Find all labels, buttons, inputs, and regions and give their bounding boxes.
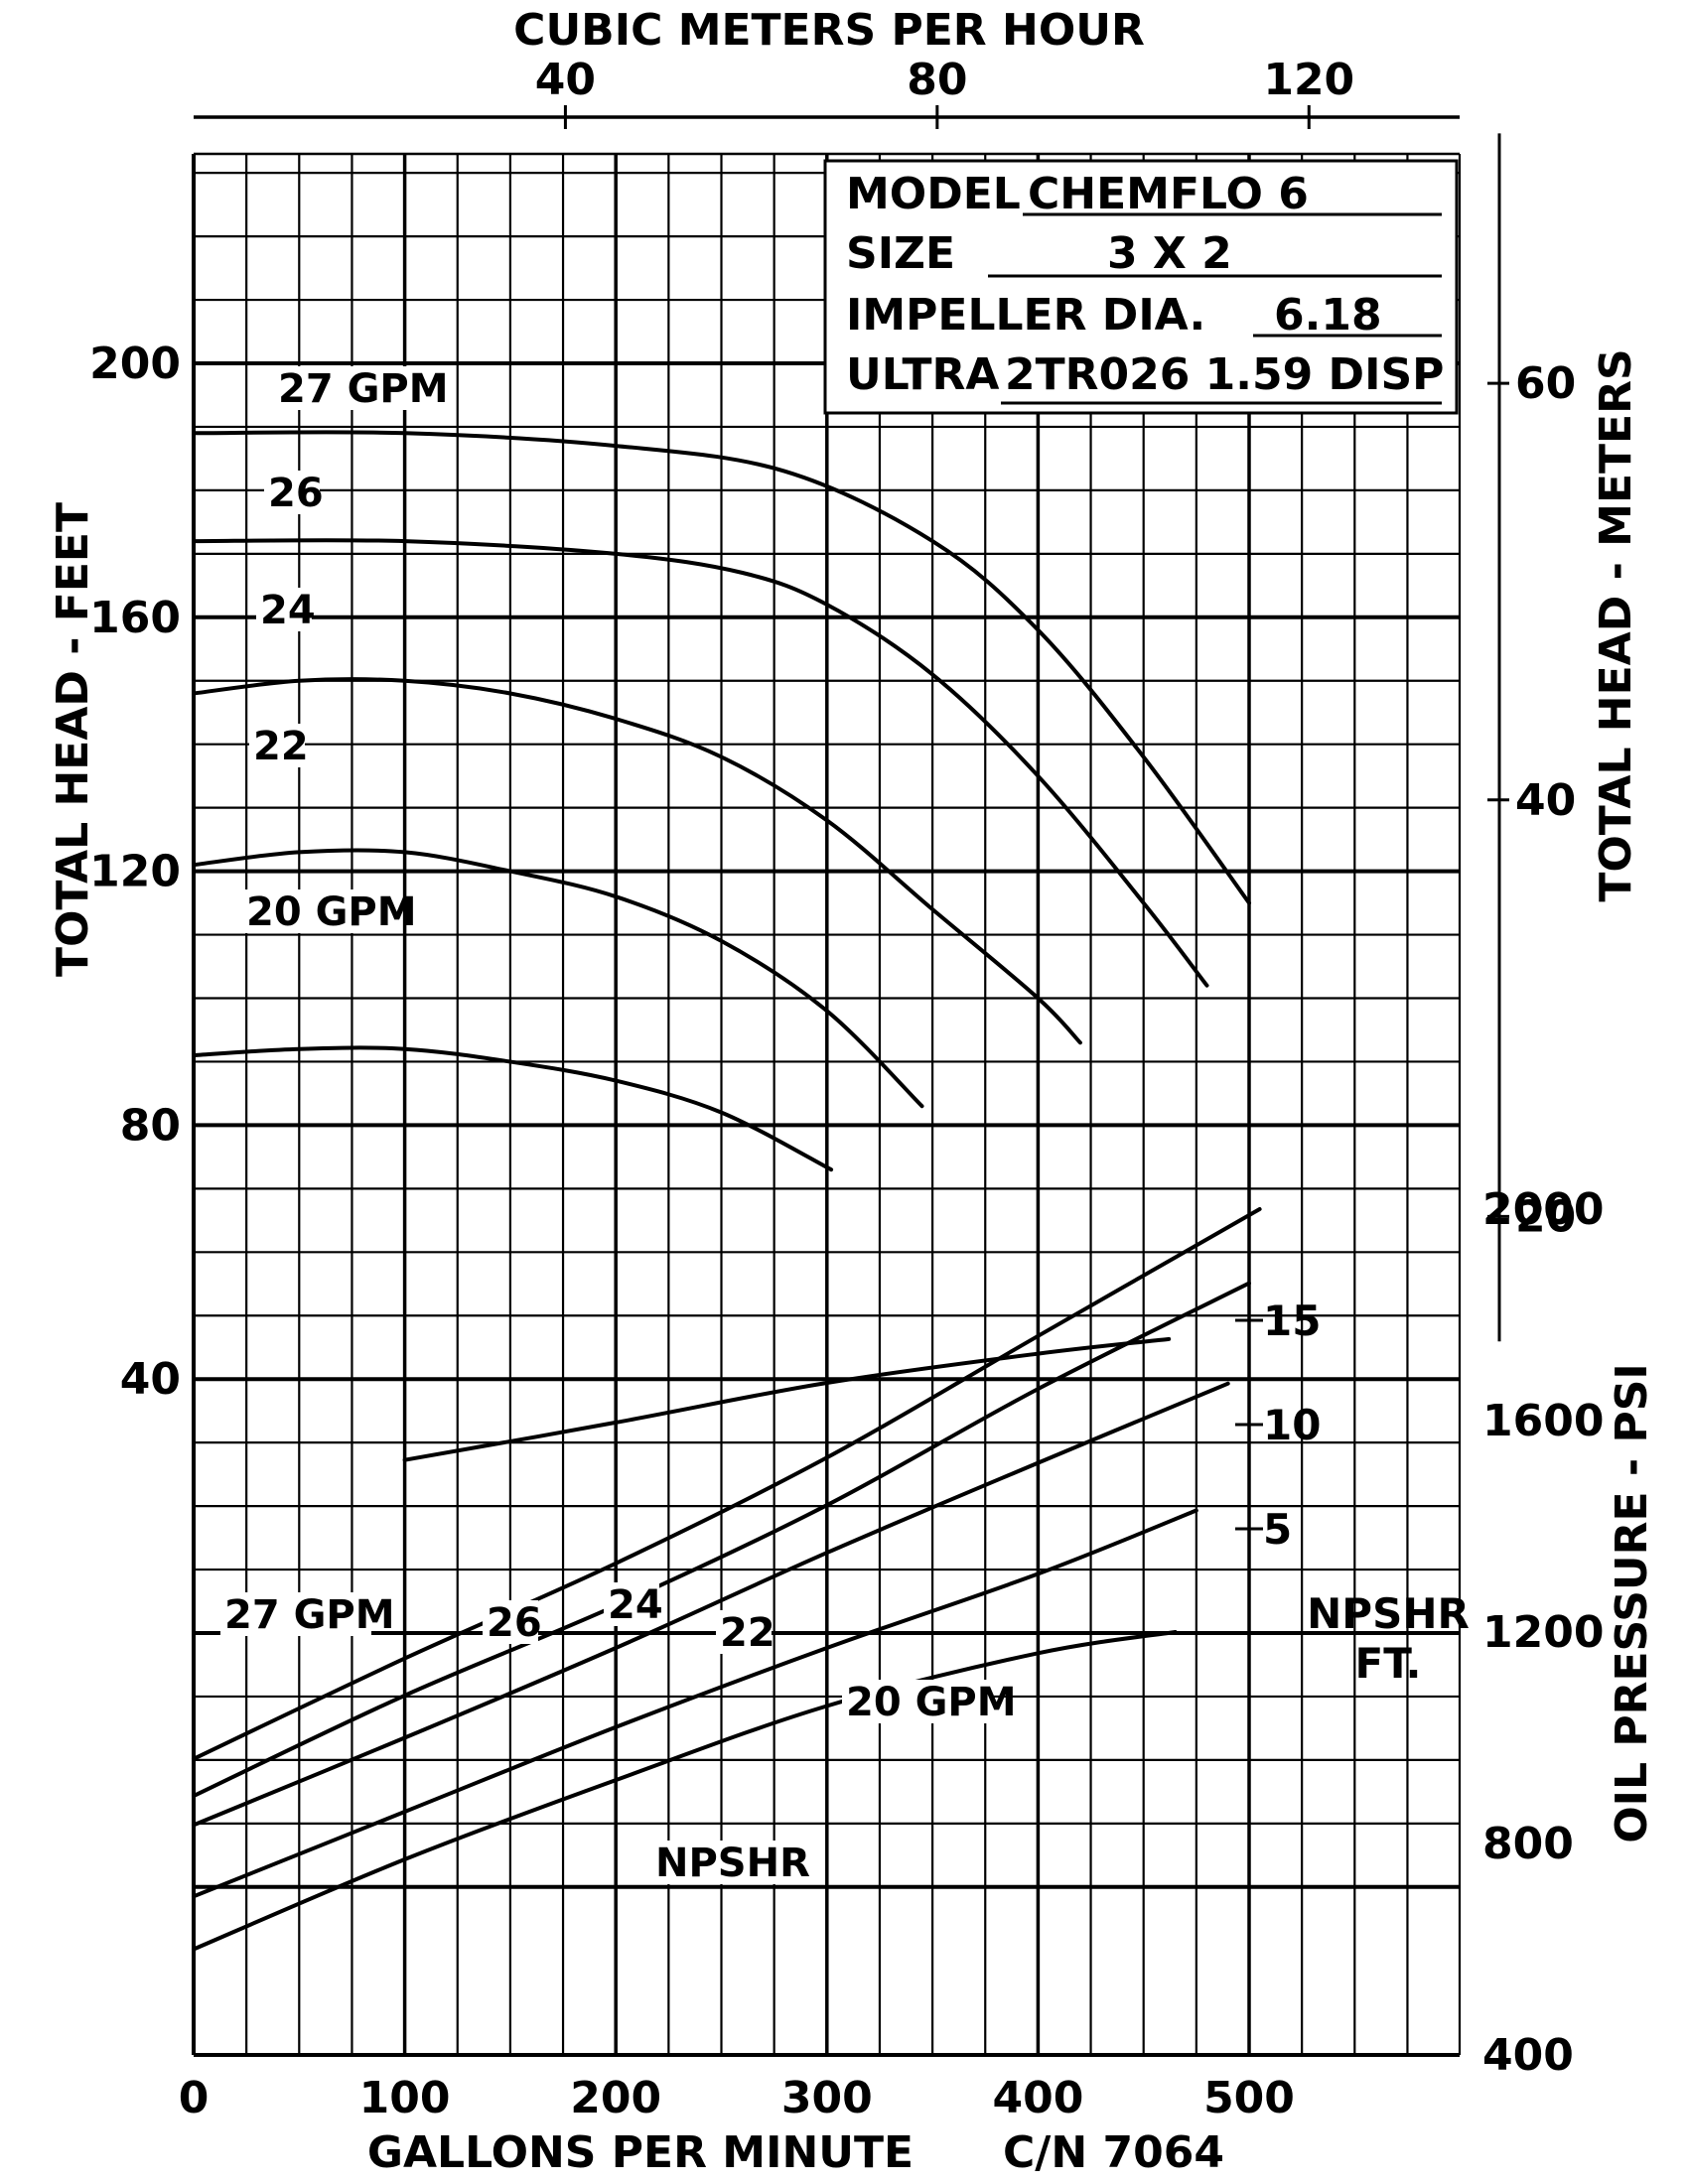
size-label: SIZE: [846, 228, 955, 279]
right-psi-axis-title: OIL PRESSURE - PSI: [1607, 1363, 1657, 1843]
npshr-curve-label: NPSHR: [655, 1841, 810, 1886]
head-curve-label: 22: [253, 724, 309, 769]
right-psi-axis-tick-label: 2000: [1482, 1184, 1604, 1235]
pressure-curve-label: 26: [487, 1600, 542, 1646]
pressure-curve-label: 20 GPM: [846, 1680, 1017, 1725]
bottom-axis-tick-label: 500: [1203, 2073, 1295, 2123]
pressure-curve: [192, 1207, 1262, 1761]
pressure-curve-label-bg: [483, 1600, 538, 1644]
pressure-curve-label: 24: [608, 1582, 663, 1628]
head-curve-label: 26: [268, 471, 324, 516]
right-meters-axis-tick-label: 60: [1515, 358, 1576, 409]
npshr-curve-label-bg: [651, 1841, 778, 1884]
right-psi-axis-tick-label: 1600: [1482, 1396, 1604, 1446]
model-value: CHEMFLO 6: [1028, 169, 1309, 219]
pressure-curve: [192, 1508, 1198, 1899]
left-axis-tick-label: 160: [89, 593, 181, 643]
impeller-label: IMPELLER DIA.: [846, 290, 1205, 341]
curves: 27 GPM 26 24 22 20 GPM 27 GPM 26 24 22 20 GPM NPSH…: [192, 366, 1262, 1952]
ultra-label: ULTRA: [846, 349, 999, 400]
pressure-curve-label-bg: [604, 1582, 659, 1626]
impeller-value: 6.18: [1274, 290, 1382, 341]
head-curve-label: 27 GPM: [278, 366, 449, 412]
pressure-curve-label-bg: [716, 1610, 772, 1654]
head-curve: [192, 538, 1209, 988]
left-axis-tick-label: 200: [89, 339, 181, 389]
pressure-curve-label: 27 GPM: [224, 1592, 395, 1638]
npshr-axis-units: FT.: [1355, 1639, 1422, 1688]
bottom-axis-tick-label: 100: [359, 2073, 451, 2123]
model-label: MODEL: [846, 169, 1021, 219]
grid: [192, 152, 1462, 2057]
head-curve-label-bg: [274, 366, 425, 410]
ultra-value: 2TR026 1.59 DISP: [1005, 349, 1444, 400]
bottom-axis-tick-label: 0: [179, 2073, 210, 2123]
footer-code: C/N 7064: [1003, 2127, 1224, 2178]
top-axis-tick-label: 120: [1263, 55, 1354, 105]
axes: 40 80 1200 100 200 300 400 50040801201602002040…: [89, 55, 1604, 2123]
right-psi-axis-tick-label: 400: [1482, 2030, 1574, 2081]
pressure-curve: [192, 1381, 1230, 1828]
head-curve-label: 24: [260, 588, 316, 633]
head-curve: [192, 1045, 834, 1172]
head-curve-label-bg: [256, 588, 312, 631]
bottom-axis-title: GALLONS PER MINUTE: [367, 2127, 914, 2178]
npshr-axis-tick-label: 5: [1263, 1505, 1292, 1554]
right-meters-axis-tick-label: 40: [1515, 775, 1576, 826]
info-box: MODEL CHEMFLO 6 SIZE 3 X 2 IMPELLER DIA.…: [823, 159, 1459, 415]
head-curve: [192, 677, 1082, 1045]
left-axis-title: TOTAL HEAD - FEET: [48, 502, 98, 977]
right-meters-axis-tick-label: 20: [1515, 1191, 1576, 1242]
bottom-axis-tick-label: 400: [992, 2073, 1083, 2123]
head-curve: [192, 848, 924, 1109]
head-curve-label-bg: [249, 724, 305, 767]
head-curve-label: 20 GPM: [246, 889, 417, 935]
pressure-curve-label: 22: [720, 1610, 775, 1656]
bottom-axis-tick-label: 200: [570, 2073, 661, 2123]
top-axis-tick-label: 80: [907, 55, 967, 105]
npshr-axis-tick-label: 10: [1263, 1401, 1321, 1449]
head-curve-label-bg: [264, 471, 320, 514]
pressure-curve: [192, 1630, 1178, 1952]
info-box-background: [823, 159, 1459, 415]
pressure-curve-label-bg: [220, 1592, 371, 1636]
head-curve-label-bg: [242, 889, 393, 933]
size-value: 3 X 2: [1107, 228, 1232, 279]
npshr-axis-title: NPSHR: [1307, 1589, 1470, 1638]
top-axis-tick-label: 40: [535, 55, 596, 105]
left-axis-tick-label: 40: [120, 1354, 181, 1405]
right-psi-axis-tick-label: 1200: [1482, 1607, 1604, 1658]
left-axis-tick-label: 80: [120, 1100, 181, 1151]
right-psi-axis-tick-label: 800: [1482, 1819, 1574, 1869]
right-meters-axis-title: TOTAL HEAD - METERS: [1591, 348, 1641, 901]
npshr-axis-tick-label: 15: [1263, 1297, 1321, 1345]
top-axis-title: CUBIC METERS PER HOUR: [513, 5, 1145, 56]
left-axis-tick-label: 120: [89, 847, 181, 897]
bottom-axis-tick-label: 300: [781, 2073, 873, 2123]
pressure-curve-label-bg: [842, 1680, 993, 1723]
head-curve: [192, 430, 1251, 905]
npshr-curve: [402, 1336, 1172, 1462]
pressure-curve: [192, 1281, 1251, 1799]
